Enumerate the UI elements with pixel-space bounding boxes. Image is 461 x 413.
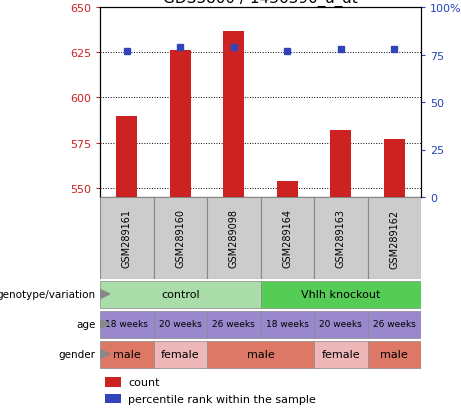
Bar bbox=[100, 281, 260, 308]
Polygon shape bbox=[100, 350, 110, 358]
Bar bbox=[260, 197, 314, 279]
Text: percentile rank within the sample: percentile rank within the sample bbox=[128, 394, 316, 404]
Text: age: age bbox=[76, 319, 95, 329]
Bar bbox=[314, 311, 367, 338]
Bar bbox=[260, 281, 421, 308]
Text: 26 weeks: 26 weeks bbox=[373, 320, 416, 329]
Text: control: control bbox=[161, 289, 200, 299]
Text: gender: gender bbox=[59, 349, 95, 359]
Text: female: female bbox=[161, 349, 200, 359]
Bar bbox=[116, 116, 137, 197]
Bar bbox=[367, 197, 421, 279]
Bar bbox=[223, 31, 244, 197]
Text: 20 weeks: 20 weeks bbox=[159, 320, 201, 329]
Bar bbox=[100, 311, 154, 338]
Text: male: male bbox=[113, 349, 141, 359]
Bar bbox=[260, 311, 314, 338]
Bar bbox=[367, 311, 421, 338]
Text: female: female bbox=[321, 349, 360, 359]
Bar bbox=[105, 394, 120, 404]
Text: Vhlh knockout: Vhlh knockout bbox=[301, 289, 380, 299]
Bar bbox=[277, 181, 298, 197]
Polygon shape bbox=[100, 290, 110, 299]
Text: GSM289164: GSM289164 bbox=[282, 209, 292, 268]
Bar bbox=[314, 341, 367, 368]
Text: GSM289163: GSM289163 bbox=[336, 209, 346, 268]
Text: 26 weeks: 26 weeks bbox=[213, 320, 255, 329]
Bar bbox=[207, 341, 314, 368]
Text: male: male bbox=[247, 349, 274, 359]
Bar bbox=[207, 197, 260, 279]
Text: 18 weeks: 18 weeks bbox=[105, 320, 148, 329]
Bar bbox=[207, 311, 260, 338]
Bar bbox=[170, 51, 191, 197]
Text: 18 weeks: 18 weeks bbox=[266, 320, 309, 329]
Polygon shape bbox=[100, 320, 110, 329]
Bar bbox=[100, 197, 154, 279]
Bar bbox=[105, 377, 120, 387]
Title: GDS3800 / 1436390_a_at: GDS3800 / 1436390_a_at bbox=[163, 0, 358, 7]
Bar bbox=[314, 197, 367, 279]
Bar bbox=[154, 197, 207, 279]
Text: GSM289098: GSM289098 bbox=[229, 209, 239, 268]
Bar bbox=[154, 341, 207, 368]
Text: 20 weeks: 20 weeks bbox=[319, 320, 362, 329]
Text: genotype/variation: genotype/variation bbox=[0, 289, 95, 299]
Text: count: count bbox=[128, 377, 160, 387]
Bar bbox=[384, 140, 405, 197]
Bar bbox=[367, 341, 421, 368]
Bar bbox=[330, 131, 351, 197]
Bar bbox=[100, 341, 154, 368]
Text: GSM289160: GSM289160 bbox=[175, 209, 185, 268]
Bar bbox=[154, 311, 207, 338]
Text: GSM289162: GSM289162 bbox=[389, 209, 399, 268]
Text: male: male bbox=[380, 349, 408, 359]
Text: GSM289161: GSM289161 bbox=[122, 209, 132, 268]
